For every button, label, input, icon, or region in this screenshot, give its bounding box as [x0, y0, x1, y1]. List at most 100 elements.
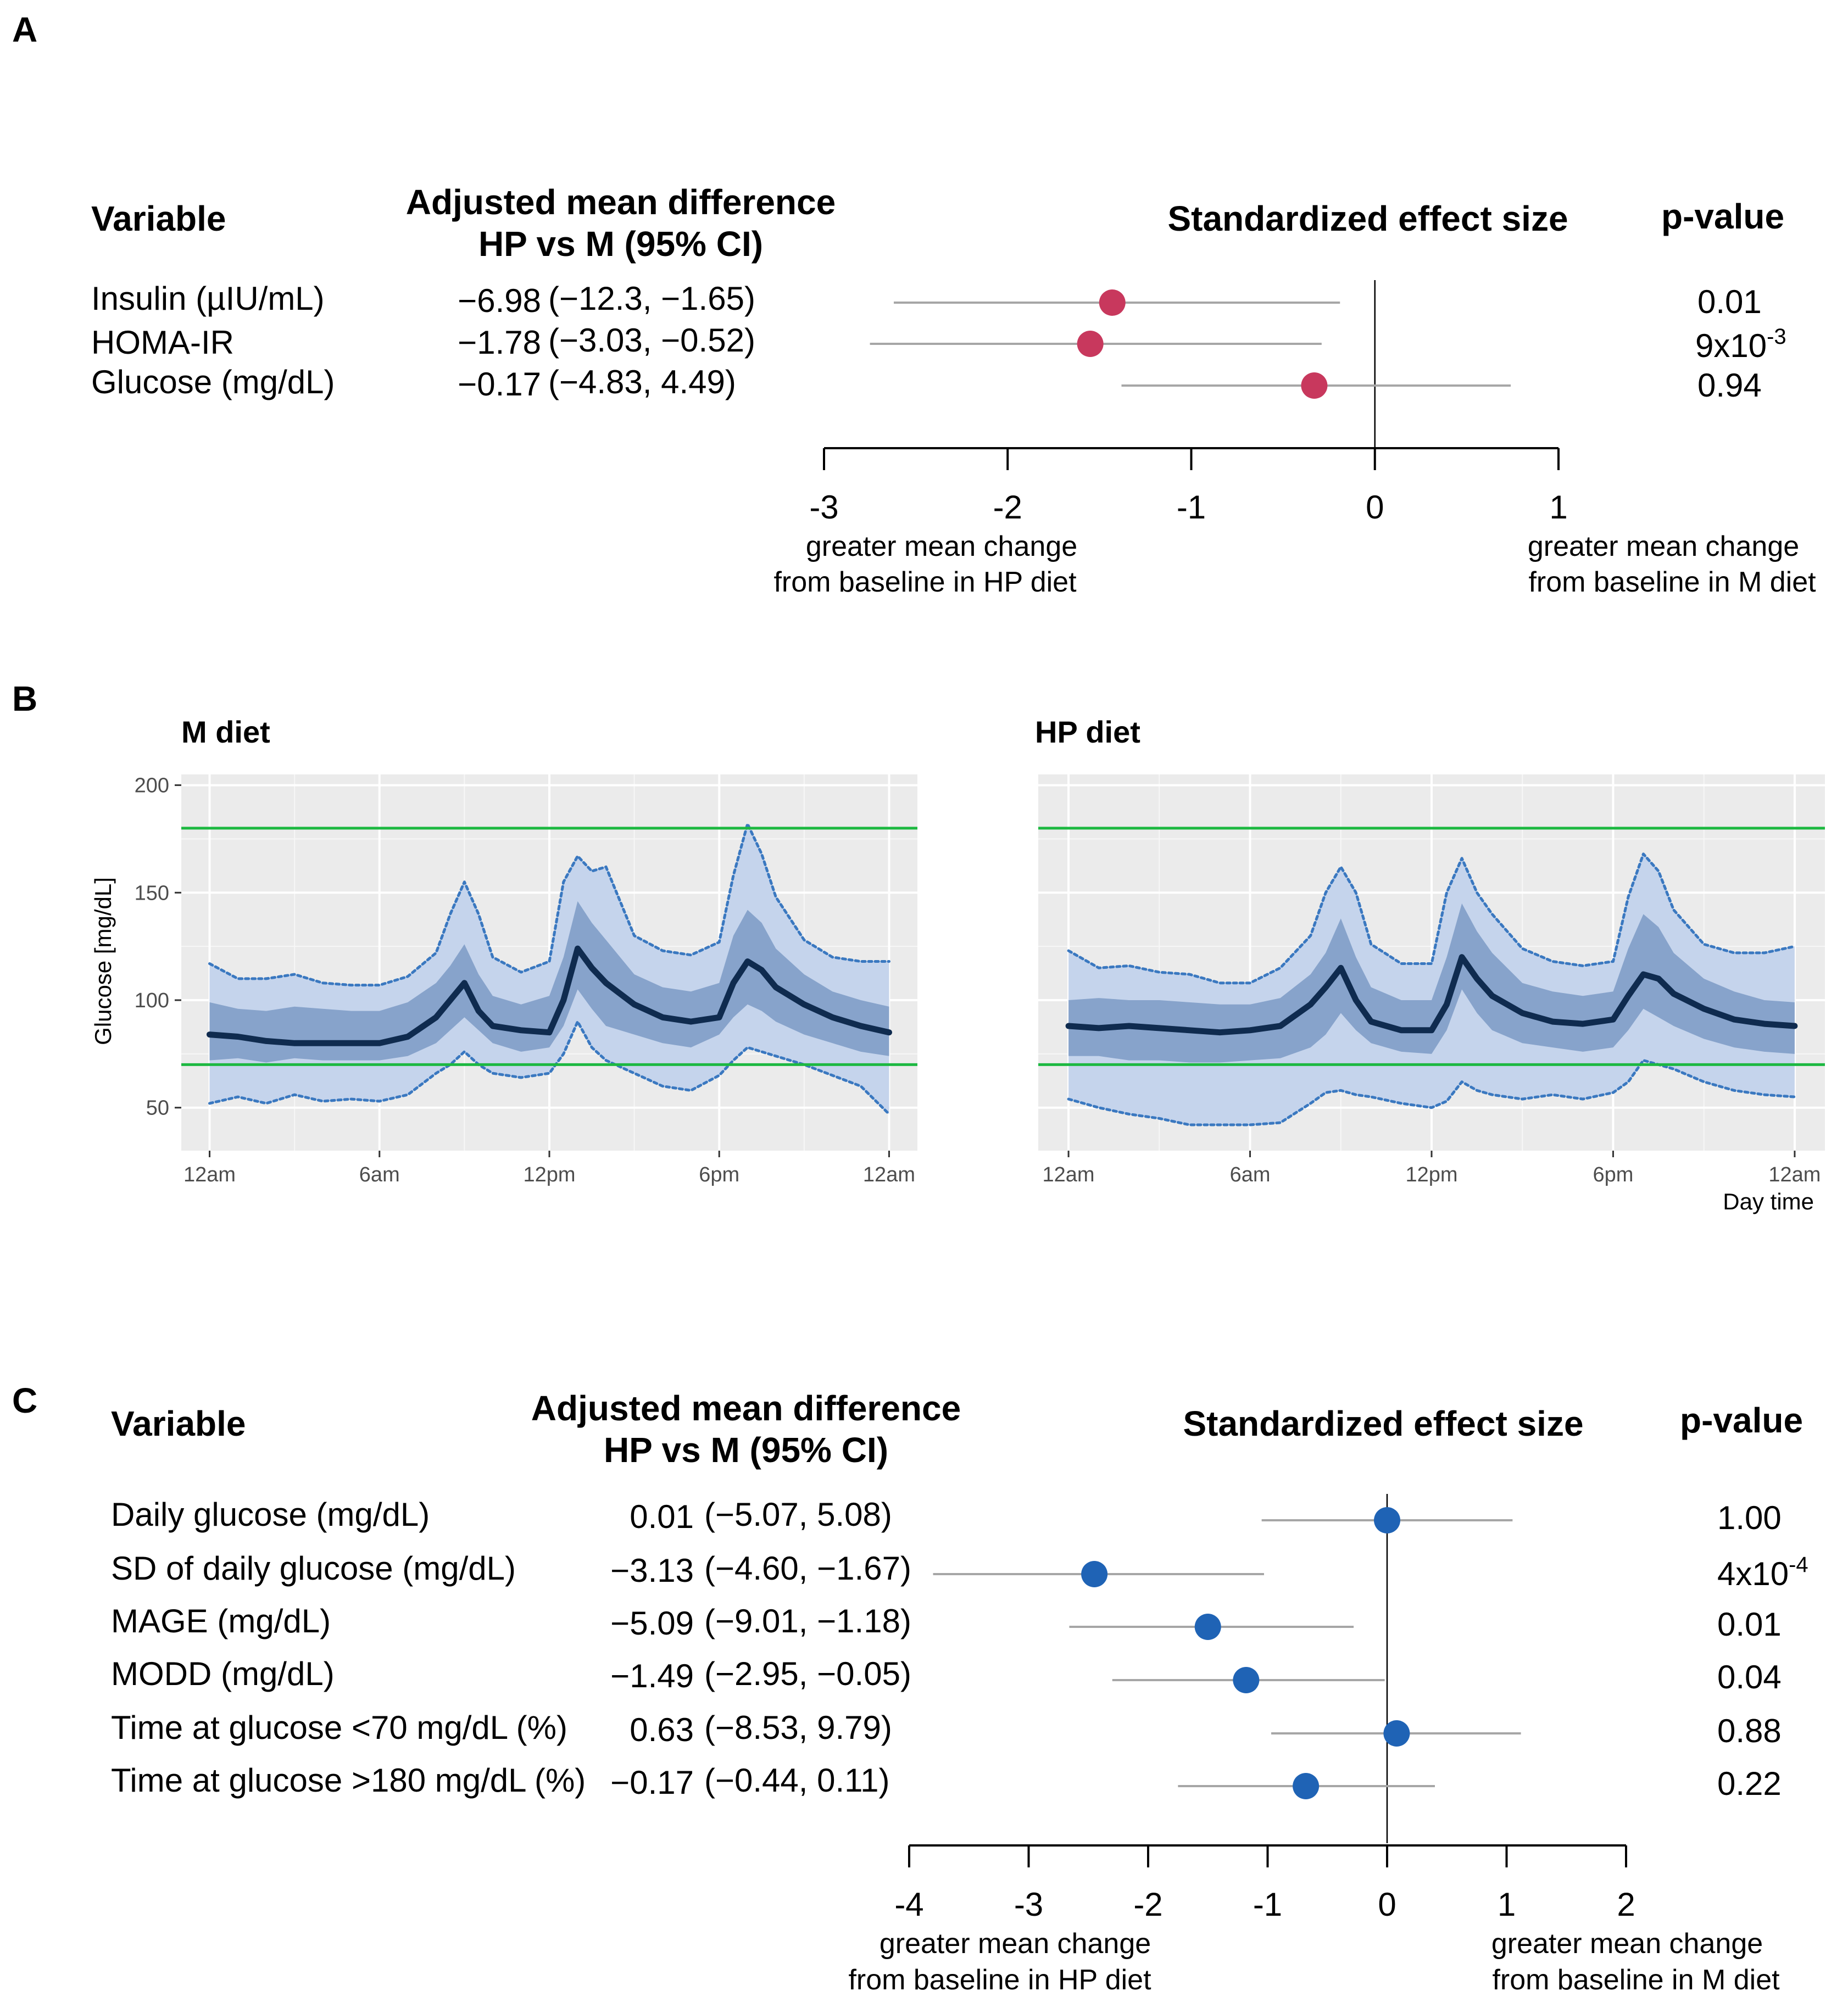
y-tick-label: 50	[146, 1097, 169, 1120]
panel-c-row-pvalue: 0.22	[1717, 1765, 1782, 1802]
panel-a-row-pvalue: 9x10-3	[1695, 325, 1786, 364]
panel-b-ylabel: Glucose [mg/dL]	[90, 877, 116, 1045]
panel-a-header-pvalue: p-value	[1661, 197, 1784, 236]
panel-a-row-estimate: −0.17	[458, 366, 541, 403]
panel-a-row-ci: (−12.3, −1.65)	[548, 280, 755, 317]
panel-c-row-label: SD of daily glucose (mg/dL)	[111, 1550, 516, 1587]
panel-c-row-ci: (−8.53, 9.79)	[704, 1709, 892, 1746]
x-tick-label: -1	[1253, 1886, 1282, 1923]
panel-c-row-label: MODD (mg/dL)	[111, 1655, 335, 1692]
panel-c: C Variable Adjusted mean difference HP v…	[12, 1381, 1808, 1996]
panel-c-header-effect: Standardized effect size	[1183, 1404, 1583, 1443]
panel-c-row-label: Time at glucose >180 mg/dL (%)	[111, 1762, 586, 1799]
panel-a-row-label: Glucose (mg/dL)	[91, 364, 335, 400]
panel-c-row-estimate: −3.13	[610, 1552, 694, 1589]
panel-a-left-note-line2: from baseline in HP diet	[773, 566, 1077, 598]
upper-bound-line	[208, 822, 890, 987]
median-glucose-line	[1065, 954, 1798, 1036]
facet-title-m-diet: M diet	[181, 715, 270, 749]
panel-b: B M diet HP diet Glucose [mg/dL] Day tim…	[12, 679, 1825, 1214]
panel-c-right-note-line1: greater mean change	[1491, 1928, 1763, 1960]
panel-c-row-ci: (−4.60, −1.67)	[704, 1550, 911, 1587]
upper-bound-line	[1067, 852, 1796, 985]
y-tick-label: 150	[135, 882, 169, 905]
panel-c-row-label: Daily glucose (mg/dL)	[111, 1496, 430, 1533]
effect-point	[1374, 1507, 1400, 1533]
panel-a-right-note-line1: greater mean change	[1528, 531, 1799, 562]
panel-b-letter: B	[12, 679, 37, 718]
panel-a-row-pvalue: 0.94	[1697, 367, 1762, 404]
x-tick-label: -3	[1014, 1886, 1043, 1923]
effect-point	[1077, 331, 1104, 357]
panel-c-row-pvalue: 1.00	[1717, 1499, 1782, 1536]
panel-a-row-label: Insulin (µIU/mL)	[91, 280, 325, 317]
x-tick-label: -2	[1133, 1886, 1162, 1923]
panel-c-row-ci: (−0.44, 0.11)	[704, 1762, 889, 1799]
x-tick-label: 12pm	[1405, 1163, 1457, 1186]
panel-b-glucose-plots: 12am 6am 12pm 6pm 12am 200 150 100 50 12am 6am 12pm…	[135, 774, 1825, 1186]
effect-point	[1194, 1614, 1221, 1640]
glucose-panel: 12am 6am 12pm 6pm 12am 200 150 100 50	[135, 774, 917, 1186]
panel-a-header-variable: Variable	[91, 199, 226, 238]
median-glucose-line	[207, 945, 892, 1046]
panel-c-forest-plot: -4 -3 -2 -1 0 1 2	[894, 1494, 1635, 1923]
panel-c-header-variable: Variable	[111, 1404, 246, 1443]
panel-c-left-note-line2: from baseline in HP diet	[848, 1964, 1151, 1996]
panel-c-row-ci: (−5.07, 5.08)	[704, 1496, 892, 1533]
inner-percentile-band	[1068, 903, 1795, 1063]
x-tick-label: 12am	[1768, 1163, 1821, 1186]
panel-c-row-pvalue: 0.04	[1717, 1659, 1782, 1695]
panel-c-header-difference-line2: HP vs M (95% CI)	[604, 1430, 888, 1470]
y-tick-label: 100	[135, 989, 169, 1012]
panel-c-row-estimate: −5.09	[610, 1605, 694, 1642]
panel-c-right-note-line2: from baseline in M diet	[1492, 1964, 1780, 1996]
panel-b-xlabel: Day time	[1723, 1189, 1814, 1214]
panel-a-forest-plot: -3 -2 -1 0 1	[809, 280, 1568, 526]
panel-a-row-ci: (−4.83, 4.49)	[548, 364, 736, 400]
effect-point	[1081, 1561, 1108, 1587]
x-tick-label: 6pm	[1593, 1163, 1634, 1186]
panel-a-row-estimate: −6.98	[458, 282, 541, 319]
x-tick-label: 0	[1378, 1886, 1396, 1923]
x-tick-label: -1	[1177, 489, 1206, 526]
x-tick-label: 2	[1617, 1886, 1635, 1923]
panel-c-row-estimate: −0.17	[610, 1764, 694, 1801]
x-tick-label: 12pm	[523, 1163, 575, 1186]
panel-c-row-estimate: 0.01	[630, 1498, 694, 1535]
x-tick-label: 12am	[863, 1163, 915, 1186]
panel-c-left-note-line1: greater mean change	[880, 1928, 1151, 1960]
panel-a-header-effect: Standardized effect size	[1167, 199, 1568, 238]
panel-a-row-label: HOMA-IR	[91, 324, 234, 361]
facet-title-hp-diet: HP diet	[1035, 715, 1140, 749]
x-tick-label: 1	[1498, 1886, 1516, 1923]
effect-point	[1301, 372, 1328, 399]
panel-a-header-difference-line1: Adjusted mean difference	[406, 182, 836, 222]
effect-point	[1383, 1720, 1410, 1747]
panel-a-row-estimate: −1.78	[458, 324, 541, 361]
effect-point	[1099, 289, 1126, 316]
panel-a-letter: A	[12, 10, 37, 49]
x-tick-label: -2	[993, 489, 1022, 526]
panel-a: A Variable Adjusted mean difference HP v…	[12, 10, 1816, 598]
panel-c-row-estimate: −1.49	[610, 1658, 694, 1694]
panel-c-row-ci: (−9.01, −1.18)	[704, 1603, 911, 1639]
panel-a-row-pvalue: 0.01	[1697, 283, 1762, 320]
x-tick-label: 6pm	[699, 1163, 739, 1186]
panel-a-row-ci: (−3.03, −0.52)	[548, 322, 755, 359]
x-tick-label: 12am	[183, 1163, 236, 1186]
x-tick-label: 1	[1549, 489, 1567, 526]
x-tick-label: 12am	[1043, 1163, 1095, 1186]
panel-c-row-estimate: 0.63	[630, 1711, 694, 1748]
panel-a-right-note-line2: from baseline in M diet	[1528, 566, 1816, 598]
glucose-panel: 12am 6am 12pm 6pm 12am	[1038, 774, 1825, 1186]
panel-c-row-pvalue: 0.88	[1717, 1713, 1782, 1749]
panel-a-left-note-line1: greater mean change	[806, 531, 1077, 562]
inner-percentile-band	[209, 901, 889, 1063]
panel-c-row-pvalue: 4x10-4	[1717, 1553, 1808, 1592]
x-tick-label: -3	[809, 489, 838, 526]
x-tick-label: 6am	[359, 1163, 400, 1186]
x-tick-label: 0	[1366, 489, 1384, 526]
panel-c-row-pvalue: 0.01	[1717, 1606, 1782, 1643]
effect-point	[1233, 1667, 1260, 1693]
